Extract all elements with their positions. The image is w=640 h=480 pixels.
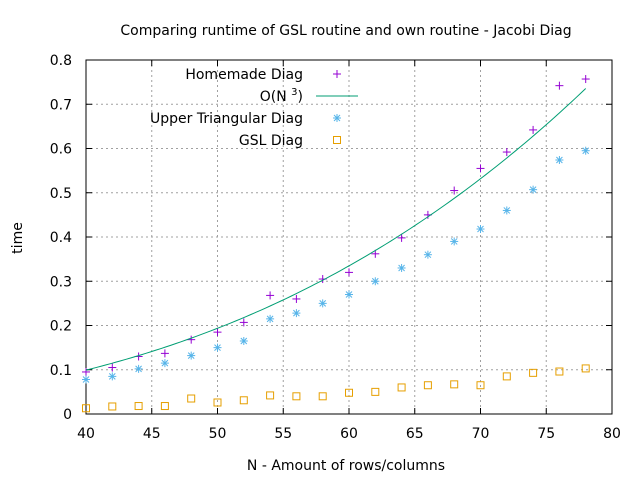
data-point-gsl-diag [345,388,353,397]
y-tick-label: 0.3 [50,274,72,290]
legend-label: O(N 3) [260,87,303,105]
x-tick-label: 80 [603,426,621,442]
data-point-gsl-diag [108,402,117,411]
data-point-upper-triangular-diag [529,185,538,194]
data-point-upper-triangular-diag [502,206,511,215]
grid [86,60,612,414]
legend-swatch [333,136,341,144]
y-tick-label: 0.6 [50,142,72,158]
data-point-gsl-diag [160,402,169,411]
legend: Homemade Diag O(N 3) Upper Triangular Diag… [150,67,358,149]
x-tick-label: 75 [537,426,555,442]
x-tick-label: 40 [77,426,95,442]
data-point-homemade-diag [450,186,459,195]
legend-swatch [333,114,341,122]
data-point-gsl-diag [371,387,380,396]
data-point-homemade-diag [502,148,511,157]
y-tick-label: 0 [63,407,72,423]
data-point-upper-triangular-diag [292,309,301,318]
x-tick-label: 70 [472,426,490,442]
data-point-homemade-diag [82,367,90,376]
data-point-gsl-diag [529,368,538,377]
legend-label: Upper Triangular Diag [150,111,303,127]
data-point-homemade-diag [292,294,301,303]
x-tick-label: 65 [406,426,424,442]
data-point-upper-triangular-diag [82,375,90,384]
y-tick-label: 0.4 [50,230,72,246]
data-point-gsl-diag [502,372,511,381]
data-point-upper-triangular-diag [318,299,327,308]
data-point-gsl-diag [476,381,485,390]
x-tick-label: 55 [274,426,292,442]
data-point-upper-triangular-diag [266,314,275,323]
data-point-homemade-diag [555,81,564,90]
data-point-gsl-diag [581,364,590,373]
data-point-upper-triangular-diag [345,290,353,299]
data-point-gsl-diag [213,398,222,407]
legend-label: Homemade Diag [185,67,303,83]
data-point-upper-triangular-diag [239,336,248,345]
data-point-homemade-diag [581,75,590,84]
data-point-gsl-diag [292,392,301,401]
plot-area [82,75,590,413]
data-point-upper-triangular-diag [450,237,459,246]
y-tick-label: 0.7 [50,97,72,113]
data-point-homemade-diag [345,268,353,277]
x-tick-label: 60 [340,426,358,442]
data-point-homemade-diag [476,164,485,173]
data-point-homemade-diag [108,363,117,372]
data-point-homemade-diag [187,335,196,344]
data-point-homemade-diag [397,233,406,242]
y-tick-label: 0.2 [50,319,72,335]
x-tick-label: 45 [143,426,161,442]
data-point-gsl-diag [82,404,90,413]
data-point-gsl-diag [134,402,143,411]
y-axis-label: time [10,222,26,254]
data-point-upper-triangular-diag [423,250,432,259]
data-point-homemade-diag [266,291,275,300]
data-point-gsl-diag [450,380,459,389]
data-point-upper-triangular-diag [160,359,169,368]
data-point-upper-triangular-diag [476,225,485,234]
data-point-gsl-diag [423,381,432,390]
legend-label: GSL Diag [239,133,303,149]
data-point-homemade-diag [371,249,380,258]
data-point-gsl-diag [318,392,327,401]
legend-swatch [333,70,341,78]
data-point-upper-triangular-diag [555,156,564,165]
data-point-upper-triangular-diag [108,372,117,381]
x-axis-label: N - Amount of rows/columns [247,458,445,474]
data-point-upper-triangular-diag [581,146,590,155]
data-point-gsl-diag [555,367,564,376]
y-tick-label: 0.5 [50,186,72,202]
data-point-gsl-diag [239,396,248,405]
y-tick-label: 0.8 [50,53,72,69]
data-point-gsl-diag [187,394,196,403]
data-point-gsl-diag [266,391,275,400]
data-point-upper-triangular-diag [397,263,406,272]
y-tick-label: 0.1 [50,363,72,379]
data-point-homemade-diag [529,125,538,134]
data-point-homemade-diag [213,328,222,337]
data-point-upper-triangular-diag [213,343,222,352]
data-point-homemade-diag [160,349,169,358]
axis-ticks: 40 45 50 55 60 65 70 75 80 0 0.1 0.2 0.3 0.4 0.5 0.6 0.7… [50,53,621,442]
data-point-upper-triangular-diag [187,351,196,360]
x-tick-label: 50 [209,426,227,442]
data-point-homemade-diag [239,318,248,327]
data-point-upper-triangular-diag [371,277,380,286]
series-line-o-n3 [85,88,587,371]
chart-title: Comparing runtime of GSL routine and own… [120,23,571,39]
data-point-gsl-diag [397,383,406,392]
data-point-upper-triangular-diag [134,364,143,373]
